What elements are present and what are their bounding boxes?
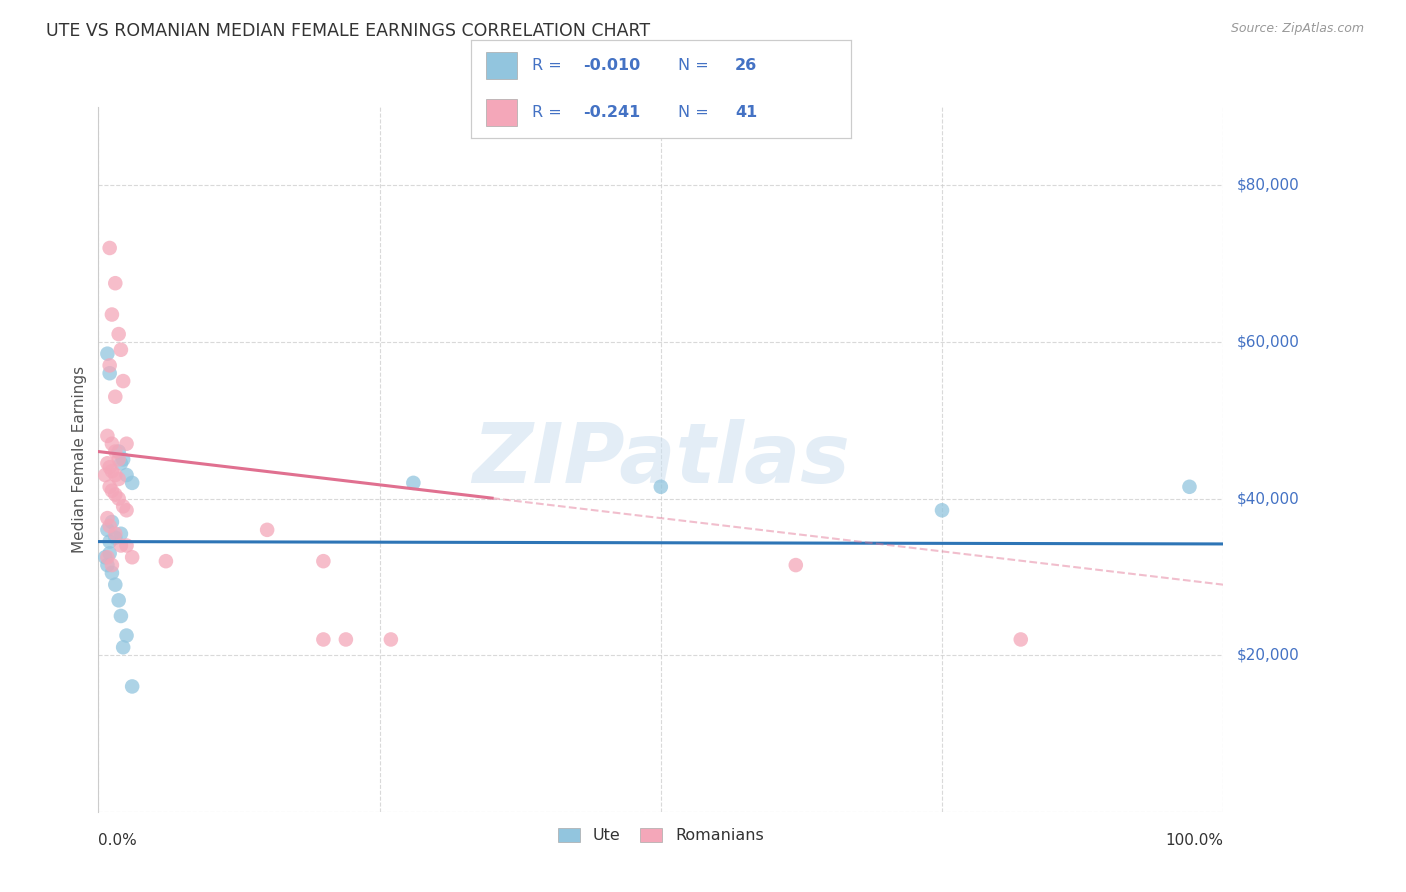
- Y-axis label: Median Female Earnings: Median Female Earnings: [72, 366, 87, 553]
- Point: [98, 366, 121, 380]
- Point: [98, 519, 121, 533]
- Point: [110, 609, 132, 624]
- Text: N =: N =: [678, 58, 714, 72]
- Point: [1010, 632, 1032, 647]
- Point: [112, 640, 135, 655]
- Point: [98, 546, 121, 560]
- Point: [101, 558, 124, 573]
- Point: [1178, 480, 1201, 494]
- Point: [112, 452, 135, 467]
- Point: [96, 550, 118, 565]
- Point: [96, 456, 118, 470]
- Text: 100.0%: 100.0%: [1166, 833, 1223, 848]
- Point: [96, 523, 118, 537]
- Point: [104, 390, 127, 404]
- Point: [96, 346, 118, 360]
- Point: [98, 480, 121, 494]
- Bar: [486, 99, 516, 127]
- Legend: Ute, Romanians: Ute, Romanians: [551, 822, 770, 849]
- Point: [104, 577, 127, 591]
- Point: [155, 554, 177, 568]
- Point: [115, 503, 138, 517]
- Point: [112, 500, 135, 514]
- Point: [110, 526, 132, 541]
- Point: [107, 491, 129, 506]
- Text: UTE VS ROMANIAN MEDIAN FEMALE EARNINGS CORRELATION CHART: UTE VS ROMANIAN MEDIAN FEMALE EARNINGS C…: [46, 22, 651, 40]
- Point: [931, 503, 953, 517]
- Point: [104, 468, 127, 483]
- Text: R =: R =: [531, 58, 567, 72]
- Point: [121, 475, 143, 490]
- Point: [785, 558, 807, 573]
- Text: R =: R =: [531, 104, 567, 120]
- Point: [98, 241, 121, 255]
- Point: [256, 523, 278, 537]
- Point: [107, 593, 129, 607]
- Point: [101, 483, 124, 498]
- Point: [335, 632, 357, 647]
- Point: [104, 487, 127, 501]
- Point: [98, 534, 121, 549]
- Point: [115, 628, 138, 642]
- Point: [101, 515, 124, 529]
- Text: $20,000: $20,000: [1237, 648, 1299, 663]
- Point: [96, 511, 118, 525]
- Text: $80,000: $80,000: [1237, 178, 1299, 193]
- Bar: [486, 52, 516, 79]
- Point: [402, 475, 425, 490]
- Point: [115, 468, 138, 483]
- Point: [121, 550, 143, 565]
- Point: [94, 468, 117, 483]
- Point: [104, 276, 127, 290]
- Text: N =: N =: [678, 104, 714, 120]
- Point: [107, 452, 129, 467]
- Point: [101, 436, 124, 450]
- Point: [115, 436, 138, 450]
- Text: 26: 26: [735, 58, 756, 72]
- Point: [104, 444, 127, 458]
- Point: [115, 539, 138, 553]
- Point: [107, 327, 129, 342]
- Point: [101, 464, 124, 478]
- Point: [101, 566, 124, 580]
- Text: -0.010: -0.010: [583, 58, 640, 72]
- Point: [110, 343, 132, 357]
- Text: 0.0%: 0.0%: [98, 833, 138, 848]
- Point: [312, 554, 335, 568]
- Text: -0.241: -0.241: [583, 104, 640, 120]
- Point: [101, 308, 124, 322]
- Point: [107, 472, 129, 486]
- Text: $40,000: $40,000: [1237, 491, 1299, 506]
- Text: 41: 41: [735, 104, 756, 120]
- Point: [110, 539, 132, 553]
- Point: [104, 526, 127, 541]
- Point: [98, 460, 121, 475]
- Point: [96, 558, 118, 573]
- Text: ZIPatlas: ZIPatlas: [472, 419, 849, 500]
- Point: [650, 480, 672, 494]
- Point: [121, 680, 143, 694]
- Point: [107, 444, 129, 458]
- Point: [94, 550, 117, 565]
- Text: $60,000: $60,000: [1237, 334, 1299, 350]
- Point: [104, 531, 127, 545]
- Point: [96, 429, 118, 443]
- Point: [380, 632, 402, 647]
- Point: [110, 456, 132, 470]
- Text: Source: ZipAtlas.com: Source: ZipAtlas.com: [1230, 22, 1364, 36]
- Point: [112, 374, 135, 388]
- Point: [98, 359, 121, 373]
- Point: [312, 632, 335, 647]
